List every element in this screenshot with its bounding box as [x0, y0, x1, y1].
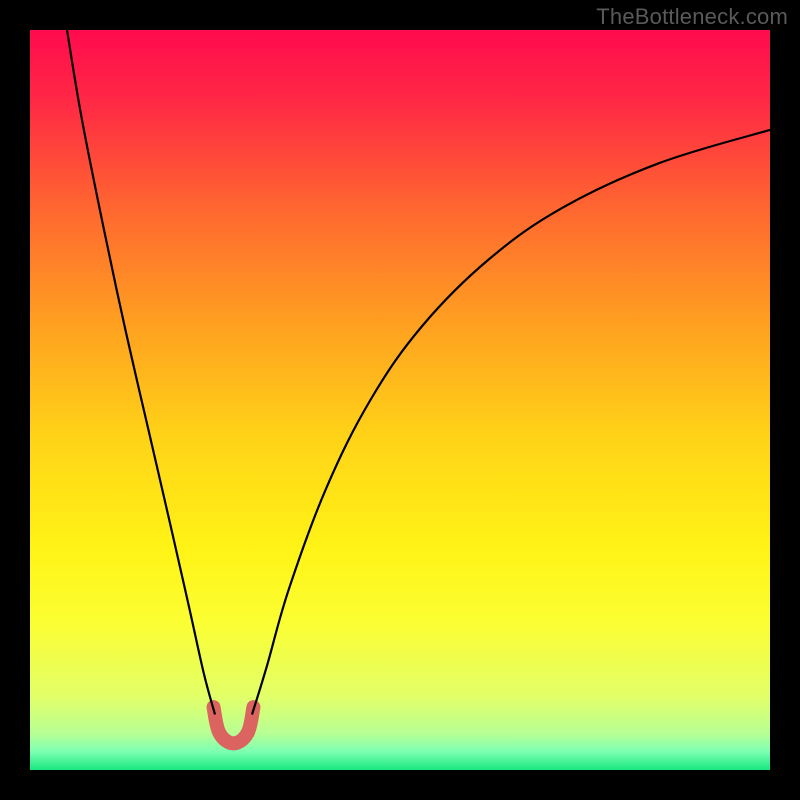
bottleneck-curve	[30, 30, 770, 770]
plot-frame	[30, 30, 770, 770]
highlight-segment	[214, 707, 254, 743]
watermark-text: TheBottleneck.com	[596, 4, 788, 30]
curve-right	[252, 130, 770, 715]
curve-left	[67, 30, 215, 715]
chart-gradient-background	[30, 30, 770, 770]
